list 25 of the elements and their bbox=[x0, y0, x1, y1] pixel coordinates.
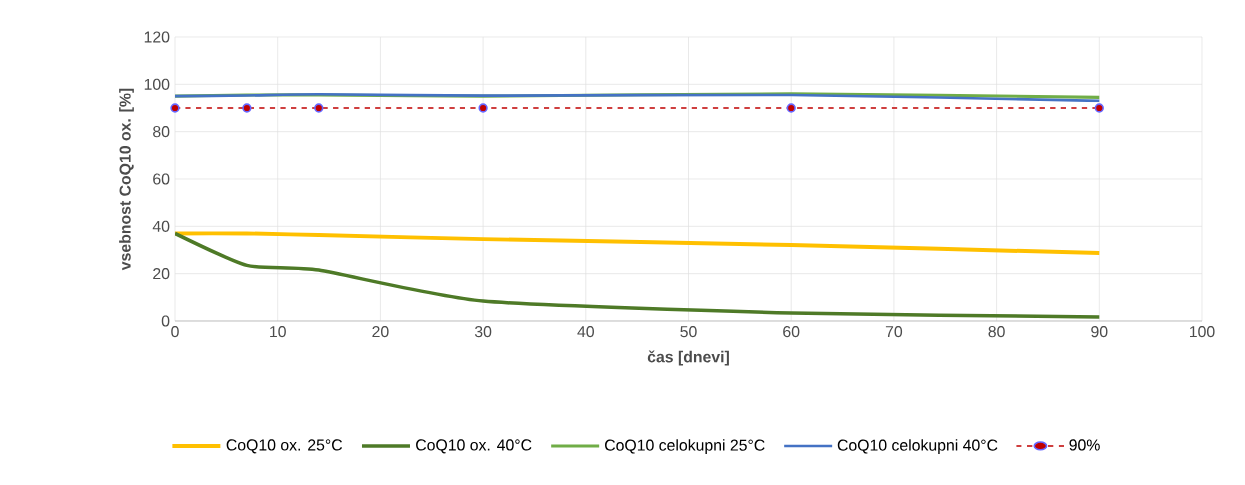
y-tick-label: 20 bbox=[153, 268, 170, 280]
legend-label: CoQ10 celokupni 40°C bbox=[837, 439, 998, 454]
y-tick-label: 60 bbox=[153, 173, 170, 185]
y-tick-label: 0 bbox=[161, 315, 170, 327]
x-tick-label: 50 bbox=[680, 326, 697, 338]
x-tick-label: 60 bbox=[783, 326, 800, 338]
y-tick-label: 120 bbox=[144, 31, 170, 43]
y-tick-label: 100 bbox=[144, 78, 170, 90]
x-tick-label: 70 bbox=[885, 326, 903, 338]
x-axis-title: čas [dnevi] bbox=[647, 350, 729, 366]
legend-label: CoQ10 ox. 25°C bbox=[226, 439, 343, 454]
x-tick-label: 0 bbox=[171, 326, 179, 338]
x-tick-label: 90 bbox=[1091, 326, 1108, 338]
legend-label: CoQ10 celokupni 25°C bbox=[605, 439, 765, 454]
x-tick-label: 30 bbox=[474, 326, 492, 338]
y-axis-title: vsebnost CoQ10 ox. [%] bbox=[119, 88, 134, 271]
x-tick-label: 40 bbox=[577, 326, 594, 338]
x-tick-label: 80 bbox=[988, 326, 1005, 338]
legend-label: 90% bbox=[1069, 439, 1100, 451]
x-tick-label: 20 bbox=[372, 326, 389, 338]
y-tick-label: 80 bbox=[153, 126, 170, 138]
x-tick-label: 100 bbox=[1190, 326, 1215, 338]
y-tick-label: 40 bbox=[152, 220, 170, 232]
x-tick-label: 10 bbox=[270, 326, 286, 338]
legend-label: CoQ10 ox. 40°C bbox=[416, 439, 532, 454]
